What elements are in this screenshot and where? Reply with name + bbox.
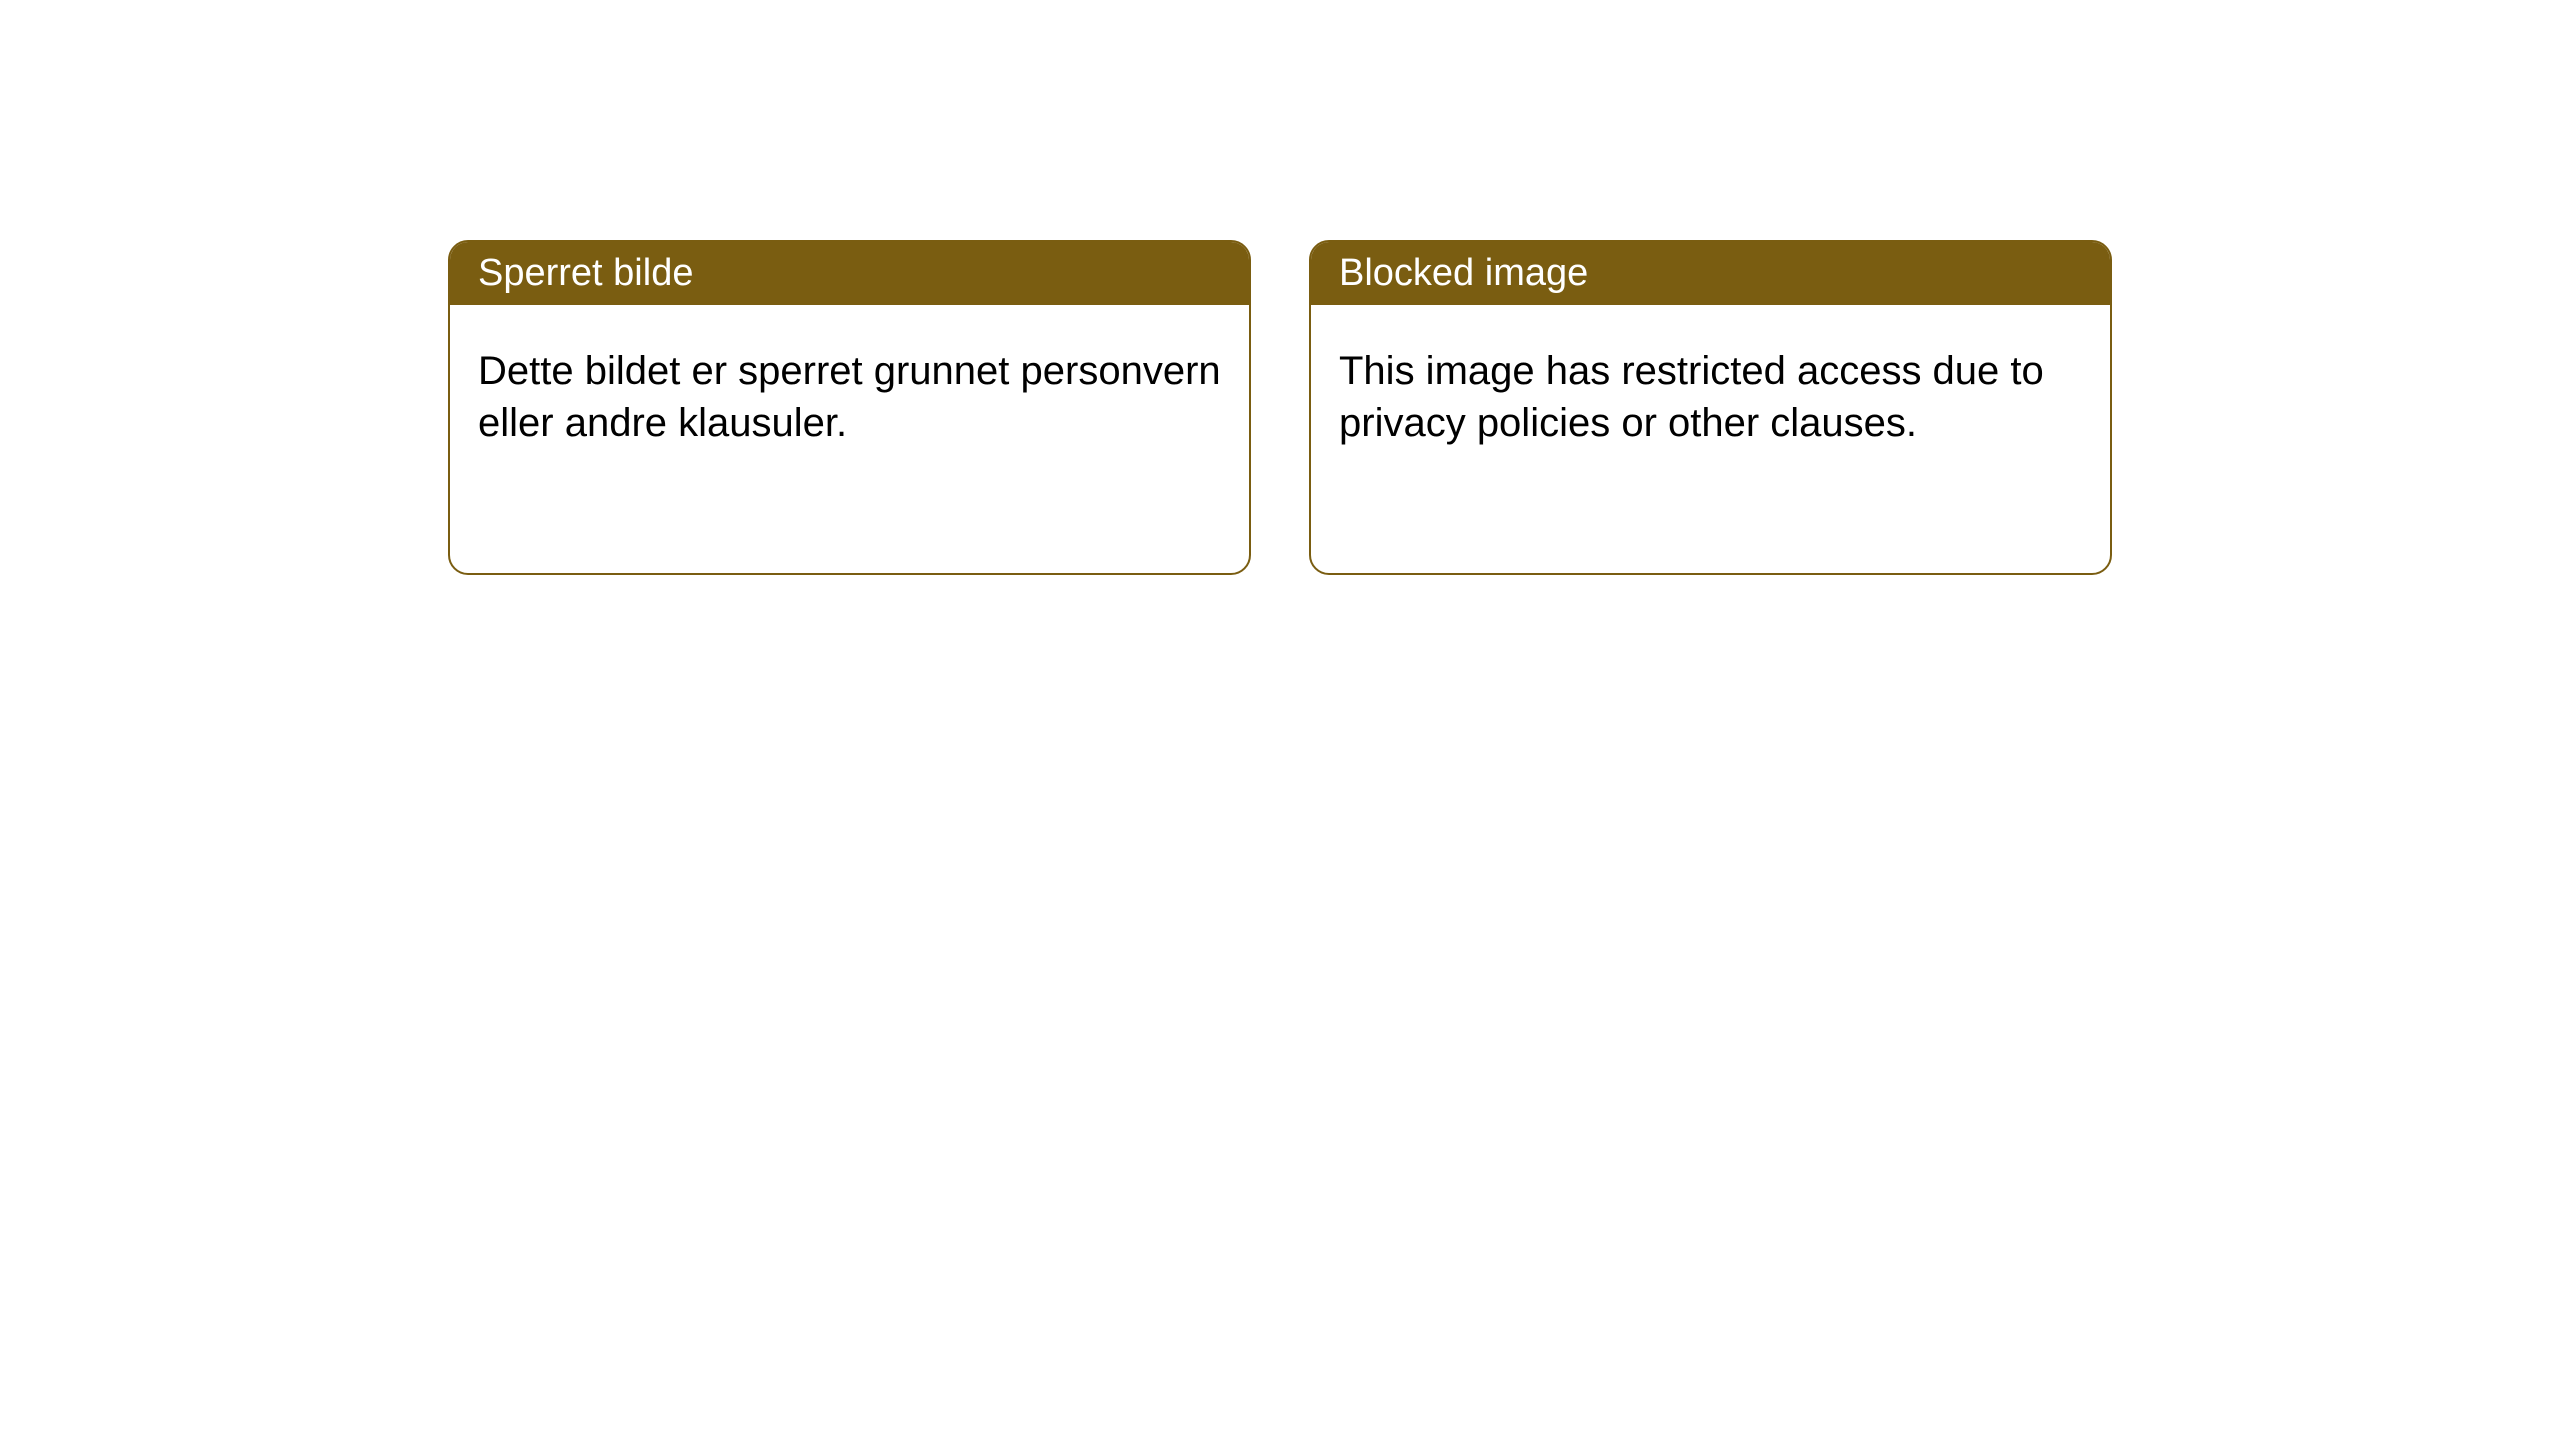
notice-container: Sperret bilde Dette bildet er sperret gr… [448, 240, 2112, 575]
card-header: Sperret bilde [450, 242, 1249, 305]
card-body: Dette bildet er sperret grunnet personve… [450, 305, 1249, 489]
card-body: This image has restricted access due to … [1311, 305, 2110, 489]
card-header: Blocked image [1311, 242, 2110, 305]
notice-card-english: Blocked image This image has restricted … [1309, 240, 2112, 575]
notice-card-norwegian: Sperret bilde Dette bildet er sperret gr… [448, 240, 1251, 575]
